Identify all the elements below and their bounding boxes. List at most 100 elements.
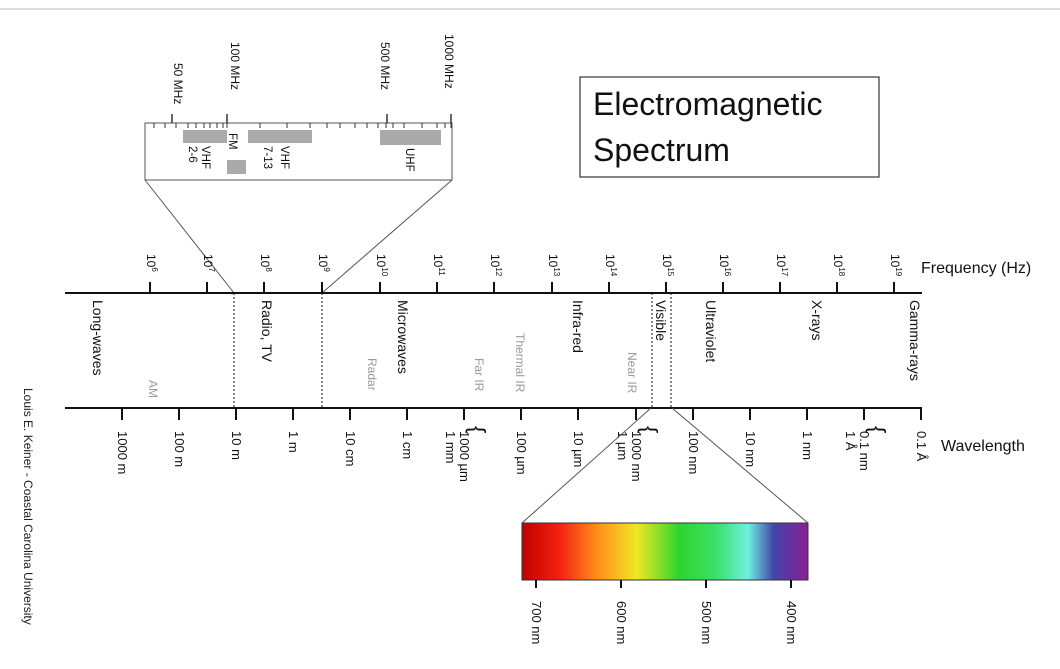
visible-tick-label: 400 nm xyxy=(784,601,799,644)
wavelength-tick-label: 1 cm xyxy=(400,431,415,459)
wavelength-tick-label: 100 m xyxy=(172,431,187,467)
frequency-tick-label: 1016 xyxy=(717,254,732,277)
tick-base: 10 xyxy=(831,254,845,268)
wavelength-tick-label: 100 µm xyxy=(514,431,529,475)
tick-exponent: 13 xyxy=(552,267,561,276)
band-bar-uhf xyxy=(380,130,441,145)
frequency-tick-label: 1018 xyxy=(831,254,846,277)
band-sub-7-13: 7-13 xyxy=(261,146,273,169)
tick-exponent: 18 xyxy=(837,267,846,276)
wavelength-tick-label: 10 µm xyxy=(571,431,586,467)
tick-base: 10 xyxy=(316,254,330,268)
region-label: Visible xyxy=(653,300,669,341)
frequency-tick-label: 1012 xyxy=(488,254,503,277)
wavelength-tick-label: 0.1 nm xyxy=(857,431,872,471)
tick-base: 10 xyxy=(488,254,502,268)
subregion-labels: AM Radar Far IR Thermal IR Near IR xyxy=(146,333,639,398)
frequency-tick-label: 107 xyxy=(201,254,216,272)
tick-base: 10 xyxy=(888,254,902,268)
wavelength-brace: { xyxy=(865,426,890,433)
region-label: X-rays xyxy=(809,300,825,340)
spectrum-band: Long-waves Radio, TV Microwaves Infra-red Vi… xyxy=(65,292,923,409)
band-bar-fm xyxy=(227,160,246,174)
tick-base: 10 xyxy=(717,254,731,268)
visible-connector-left xyxy=(521,407,652,524)
tick-base: 10 xyxy=(660,254,674,268)
wavelength-tick-label: 1 m xyxy=(286,431,301,453)
tick-exponent: 16 xyxy=(723,267,732,276)
region-label: Long-waves xyxy=(90,300,106,376)
inset-scale-500mhz: 500 MHz xyxy=(378,42,392,90)
wavelength-tick-label: 100 nm xyxy=(686,431,701,474)
tick-exponent: 8 xyxy=(264,267,273,272)
credit-text: Louis E. Keiner - Coastal Carolina Unive… xyxy=(21,388,35,625)
subregion-label: AM xyxy=(146,380,160,398)
frequency-tick-label: 1015 xyxy=(660,254,675,277)
band-bar-vhf-2-6 xyxy=(183,130,227,143)
inset-scale xyxy=(153,114,452,128)
tick-exponent: 15 xyxy=(666,267,675,276)
tick-exponent: 11 xyxy=(437,267,446,276)
frequency-tick-label: 1019 xyxy=(888,254,903,277)
visible-spectrum: 700 nm 600 nm 500 nm 400 nm xyxy=(521,407,809,644)
tick-base: 10 xyxy=(144,254,158,268)
region-label: Infra-red xyxy=(570,300,586,353)
wavelength-axis-label: Wavelength xyxy=(941,438,1025,455)
tick-base: 10 xyxy=(431,254,445,268)
visible-tick-label: 700 nm xyxy=(529,601,544,644)
subregion-label: Thermal IR xyxy=(513,333,527,393)
band-label-uhf: UHF xyxy=(403,148,415,172)
frequency-tick-label: 109 xyxy=(316,254,331,272)
wavelength-tick-label: 10 m xyxy=(229,431,244,460)
title-line2: Spectrum xyxy=(593,132,730,168)
title-line1: Electromagnetic xyxy=(593,86,822,122)
frequency-tick-label: 1010 xyxy=(374,254,389,277)
wavelength-brace: { xyxy=(637,426,662,433)
tick-exponent: 7 xyxy=(207,267,216,272)
visible-tick-label: 600 nm xyxy=(614,601,629,644)
wavelength-alt-label: 1 mm xyxy=(443,431,458,464)
inset-scale-1000mhz: 1000 MHz xyxy=(442,34,456,89)
vhf-uhf-inset: VHF 2-6 FM VHF 7-13 UHF 50 MHz 100 MHz 5… xyxy=(144,34,456,294)
frequency-tick-label: 1014 xyxy=(603,254,618,277)
subregion-label: Radar xyxy=(365,358,379,391)
visible-tick-label: 500 nm xyxy=(699,601,714,644)
inset-connector-left xyxy=(144,179,235,294)
wavelength-tick-label: 10 cm xyxy=(343,431,358,466)
tick-exponent: 17 xyxy=(780,267,789,276)
wavelength-tick-label: 1000 m xyxy=(115,431,130,474)
region-label: Microwaves xyxy=(395,300,411,374)
wavelength-tick-label: 10 nm xyxy=(743,431,758,467)
tick-exponent: 9 xyxy=(322,267,331,272)
tick-exponent: 6 xyxy=(150,267,159,272)
subregion-label: Near IR xyxy=(625,352,639,394)
frequency-tick-label: 106 xyxy=(144,254,159,272)
tick-exponent: 12 xyxy=(494,267,503,276)
tick-exponent: 10 xyxy=(380,267,389,276)
wavelength-alt-label: 1 Å xyxy=(843,431,858,451)
tick-base: 10 xyxy=(546,254,560,268)
frequency-tick-label: 1011 xyxy=(431,254,446,276)
wavelength-tick-label: 1 nm xyxy=(800,431,815,460)
tick-exponent: 19 xyxy=(894,267,903,276)
wavelength-alt-label: 1 µm xyxy=(615,431,630,460)
frequency-tick-label: 1017 xyxy=(774,254,789,277)
visible-scale: 700 nm 600 nm 500 nm 400 nm xyxy=(529,580,799,644)
band-sub-2-6: 2-6 xyxy=(186,146,198,163)
tick-base: 10 xyxy=(201,254,215,268)
region-labels: Long-waves Radio, TV Microwaves Infra-red Vi… xyxy=(90,300,923,381)
wavelength-tick-label: 1000 nm xyxy=(629,431,644,482)
inset-scale-50mhz: 50 MHz xyxy=(171,63,185,104)
band-label-vhf-b: VHF xyxy=(278,146,290,169)
band-label-vhf-a: VHF xyxy=(199,146,211,169)
frequency-axis-label: Frequency (Hz) xyxy=(921,260,1031,277)
band-bar-vhf-7-13 xyxy=(248,130,312,143)
subregion-label: Far IR xyxy=(472,358,486,392)
region-label: Ultraviolet xyxy=(703,300,719,362)
band-label-fm: FM xyxy=(226,133,238,150)
tick-base: 10 xyxy=(374,254,388,268)
tick-exponent: 14 xyxy=(609,267,618,276)
frequency-axis: Frequency (Hz) 1061071081091010101110121… xyxy=(144,254,1031,293)
